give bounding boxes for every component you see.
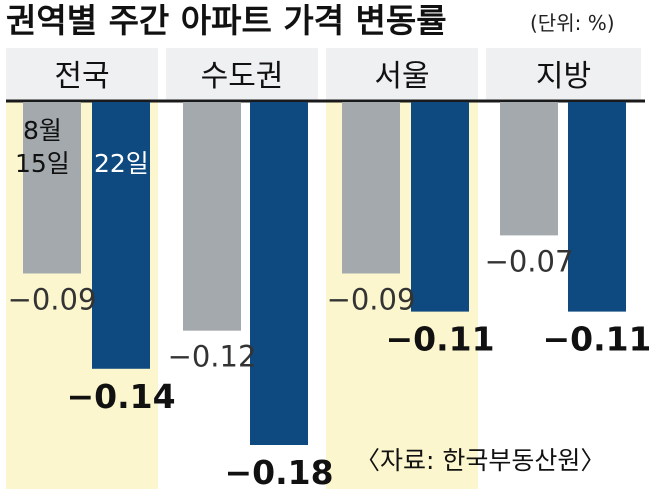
value-label-blue-national: −0.14 [66, 377, 175, 416]
category-labels: 전국 수도권 서울 지방 [54, 59, 591, 94]
value-label-gray-national: −0.09 [8, 283, 97, 317]
value-labels: −0.09−0.14−0.12−0.18−0.09−0.11−0.07−0.11 [8, 244, 649, 489]
value-label-blue-seoul: −0.11 [385, 320, 494, 359]
chart-title: 권역별 주간 아파트 가격 변동률 [6, 1, 447, 40]
value-label-gray-seoul: −0.09 [327, 283, 416, 317]
unit-note: (단위: %) [530, 11, 615, 35]
bar-blue-provinces [568, 102, 626, 312]
value-label-blue-provinces: −0.11 [542, 320, 649, 359]
bar-gray-capital-area [183, 102, 241, 331]
legend-gray-line1: 8월 [23, 116, 62, 145]
bar-gray-provinces [500, 102, 558, 236]
source-note: 〈자료: 한국부동산원〉 [355, 446, 605, 475]
legend-gray-line2: 15일 [15, 149, 70, 178]
value-label-gray-capital-area: −0.12 [168, 340, 257, 374]
header-band-seoul [326, 48, 478, 100]
header-band-national [6, 48, 158, 100]
category-label-capital-area: 수도권 [201, 59, 284, 94]
bar-blue-seoul [411, 102, 469, 312]
category-label-provinces: 지방 [536, 59, 591, 94]
header-band-capital-area [166, 48, 318, 100]
value-label-blue-capital-area: −0.18 [224, 453, 333, 489]
bar-gray-national [23, 102, 81, 274]
category-label-national: 전국 [54, 59, 109, 94]
bar-blue-capital-area [250, 102, 308, 445]
value-label-gray-provinces: −0.07 [485, 244, 574, 278]
bars [23, 102, 626, 445]
legend-blue: 22일 [94, 149, 149, 178]
header-band-provinces [486, 48, 641, 100]
bar-gray-seoul [342, 102, 400, 274]
bar-blue-national [92, 102, 150, 369]
category-label-seoul: 서울 [374, 59, 429, 94]
